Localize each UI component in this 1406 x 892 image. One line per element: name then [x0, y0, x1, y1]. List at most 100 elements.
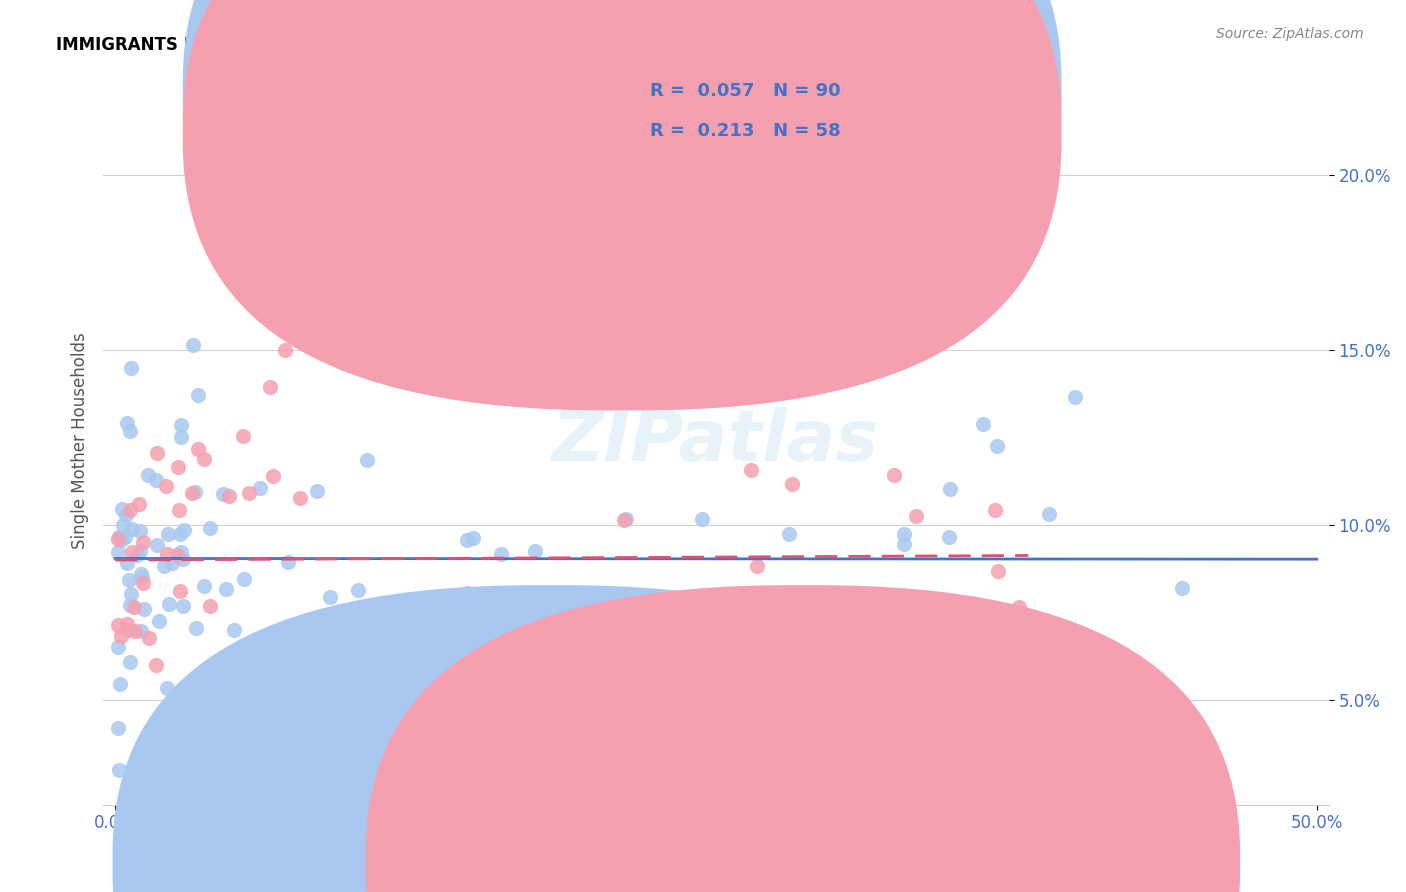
- Text: Ecuadorians: Ecuadorians: [823, 855, 917, 870]
- Point: [132, 534, 155, 549]
- Point: [614, 511, 637, 525]
- Text: Immigrants from El Salvador: Immigrants from El Salvador: [569, 855, 789, 870]
- Point: [745, 558, 768, 573]
- Point: [117, 574, 139, 588]
- Point: [277, 555, 299, 569]
- Point: [984, 503, 1007, 517]
- Point: [356, 151, 378, 165]
- Point: [321, 326, 343, 341]
- Point: [869, 693, 891, 707]
- Point: [145, 658, 167, 673]
- Point: [166, 549, 188, 563]
- Point: [778, 527, 800, 541]
- Point: [183, 337, 205, 351]
- Point: [146, 446, 169, 460]
- Point: [121, 545, 143, 559]
- Point: [128, 497, 150, 511]
- Point: [741, 643, 763, 657]
- Text: IMMIGRANTS FROM EL SALVADOR VS ECUADORIAN SINGLE MOTHER HOUSEHOLDS CORRELATION C: IMMIGRANTS FROM EL SALVADOR VS ECUADORIA…: [56, 36, 1031, 54]
- Point: [524, 544, 547, 558]
- Point: [319, 660, 342, 674]
- Point: [398, 597, 420, 611]
- Point: [492, 661, 515, 675]
- Point: [165, 711, 187, 725]
- Point: [215, 582, 238, 596]
- Point: [131, 570, 153, 584]
- Point: [136, 468, 159, 483]
- Point: [184, 484, 207, 499]
- Point: [115, 616, 138, 631]
- Point: [288, 491, 311, 505]
- Point: [115, 508, 138, 522]
- Point: [307, 483, 329, 498]
- Point: [986, 439, 1008, 453]
- Point: [357, 726, 380, 740]
- Point: [167, 502, 190, 516]
- Point: [883, 468, 905, 483]
- Point: [373, 670, 395, 684]
- Point: [211, 487, 233, 501]
- Point: [939, 482, 962, 496]
- Point: [153, 559, 176, 574]
- Point: [273, 343, 295, 357]
- Point: [249, 481, 271, 495]
- Point: [120, 587, 142, 601]
- Text: ZIPatlas: ZIPatlas: [553, 407, 880, 475]
- Point: [170, 430, 193, 444]
- Point: [131, 567, 153, 582]
- Point: [193, 451, 215, 466]
- Point: [665, 701, 688, 715]
- Point: [157, 526, 180, 541]
- Point: [489, 547, 512, 561]
- Point: [114, 530, 136, 544]
- Y-axis label: Single Mother Households: Single Mother Households: [72, 333, 89, 549]
- Point: [252, 751, 274, 765]
- Point: [108, 676, 131, 690]
- Point: [440, 612, 463, 626]
- Text: R =  0.057   N = 90: R = 0.057 N = 90: [650, 82, 841, 100]
- Point: [259, 380, 281, 394]
- Point: [134, 736, 156, 750]
- Point: [118, 655, 141, 669]
- Text: Source: ZipAtlas.com: Source: ZipAtlas.com: [1216, 27, 1364, 41]
- Point: [187, 442, 209, 456]
- Point: [432, 763, 454, 777]
- Point: [121, 522, 143, 536]
- Point: [184, 621, 207, 635]
- Point: [124, 624, 146, 639]
- Point: [624, 345, 647, 359]
- Point: [461, 531, 484, 545]
- Point: [740, 463, 762, 477]
- Point: [155, 478, 177, 492]
- Point: [146, 538, 169, 552]
- Point: [110, 533, 132, 547]
- Point: [156, 681, 179, 695]
- Point: [229, 668, 252, 682]
- Point: [288, 675, 311, 690]
- Point: [110, 629, 132, 643]
- Point: [111, 517, 134, 532]
- Point: [394, 616, 416, 631]
- Point: [181, 486, 204, 500]
- Point: [1114, 780, 1136, 795]
- Point: [172, 599, 194, 614]
- Point: [1000, 689, 1022, 703]
- Point: [107, 721, 129, 735]
- Point: [780, 477, 803, 491]
- Point: [613, 513, 636, 527]
- Point: [107, 532, 129, 546]
- Point: [690, 511, 713, 525]
- Point: [238, 485, 260, 500]
- Point: [456, 585, 478, 599]
- Point: [193, 579, 215, 593]
- Point: [173, 523, 195, 537]
- Point: [120, 361, 142, 376]
- Point: [169, 583, 191, 598]
- Point: [117, 556, 139, 570]
- Point: [987, 564, 1010, 578]
- Point: [218, 489, 240, 503]
- Point: [318, 590, 340, 604]
- Point: [107, 617, 129, 632]
- Point: [578, 622, 600, 636]
- Point: [938, 530, 960, 544]
